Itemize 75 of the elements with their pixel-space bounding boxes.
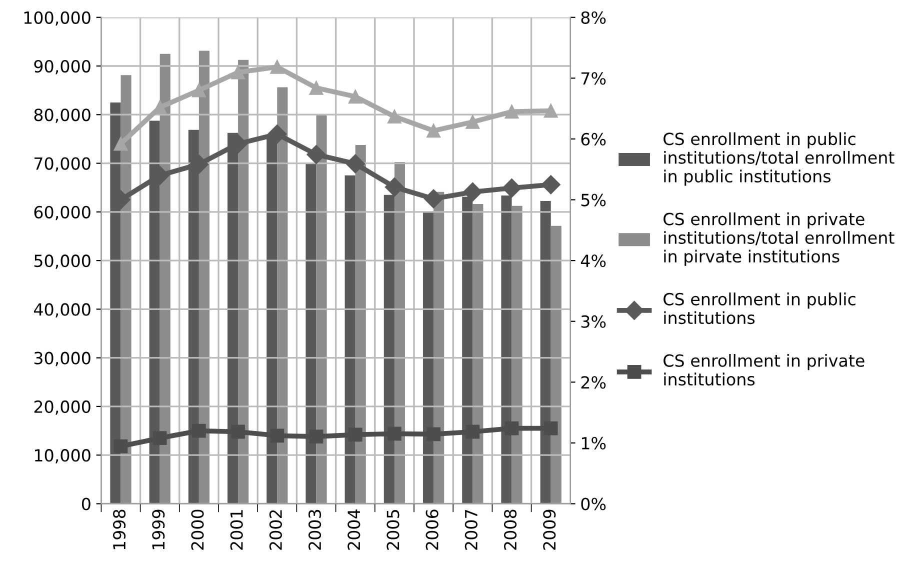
y-tick-label: 40,000: [34, 303, 90, 318]
point: [388, 110, 402, 124]
point: [192, 83, 206, 98]
x-tick-label: 2006: [426, 510, 438, 550]
y2-tick-label: 0%: [581, 498, 606, 510]
point: [270, 60, 284, 74]
y-tick-label: 100,000: [24, 11, 90, 26]
y-tick-label: 20,000: [34, 400, 90, 415]
point: [541, 175, 560, 194]
x-tick-label: 2005: [386, 510, 400, 550]
point: [463, 182, 482, 202]
legend-label: CS enrollment in private institutions: [664, 354, 864, 386]
point: [346, 154, 365, 174]
point: [426, 427, 440, 442]
y-tick-label: 70,000: [34, 157, 90, 172]
point: [384, 178, 404, 197]
y2-tick-label: 7%: [581, 72, 606, 85]
point: [152, 431, 167, 446]
y-tick-label: 60,000: [34, 206, 90, 220]
bar: [316, 114, 327, 504]
point: [544, 104, 558, 118]
point: [309, 430, 324, 444]
x-tick-label: 2002: [269, 510, 282, 550]
y-tick-label: 90,000: [34, 60, 90, 74]
point: [114, 136, 128, 151]
y2-tick-label: 2%: [581, 376, 606, 389]
y2-tick-label: 4%: [580, 254, 606, 268]
y2-tick-label: 1%: [582, 436, 606, 450]
y-tick-label: 80,000: [34, 108, 90, 123]
bar: [512, 206, 522, 504]
bar: [277, 87, 288, 504]
y-tick-label: 50,000: [34, 254, 90, 269]
x-tick-label: 2004: [348, 510, 360, 550]
x-tick-label: 1999: [152, 510, 165, 550]
x-tick-label: 1998: [112, 510, 126, 550]
bar: [394, 162, 406, 504]
point: [270, 428, 284, 443]
point: [504, 104, 519, 119]
point: [306, 144, 326, 164]
point: [544, 421, 558, 436]
x-tick-label: 2008: [504, 510, 517, 550]
point: [189, 154, 208, 174]
point: [192, 424, 206, 438]
x-tick-label: 2007: [464, 510, 478, 550]
legend-label: CS enrollment in public institutions: [664, 292, 856, 324]
y2-tick-label: 8%: [581, 11, 606, 24]
y2-tick-label: 5%: [581, 194, 606, 206]
point: [268, 124, 287, 144]
legend-label: CS enrollment in private institutions/total enrollment in pirvate institutions: [664, 212, 894, 266]
point: [309, 80, 324, 95]
bar: [355, 145, 366, 504]
point: [231, 424, 245, 439]
y2-tick-label: 3%: [581, 315, 606, 328]
y-tick-label: 30,000: [34, 352, 90, 366]
x-tick-label: 2001: [230, 510, 243, 550]
y2-tick-label: 6%: [581, 132, 606, 146]
x-tick-label: 2000: [191, 510, 204, 550]
point: [426, 124, 440, 138]
point: [114, 439, 128, 454]
point: [502, 178, 522, 198]
point: [466, 424, 480, 439]
point: [424, 189, 444, 208]
bar: [550, 226, 562, 504]
point: [504, 421, 519, 436]
point: [348, 90, 362, 104]
x-tick-label: 2009: [543, 510, 556, 550]
bar: [472, 204, 484, 504]
point: [388, 426, 402, 441]
point: [348, 428, 362, 442]
x-tick-label: 2003: [308, 510, 322, 550]
point: [466, 114, 480, 129]
y-tick-label: 10,000: [34, 449, 90, 464]
y-tick-label: 0: [82, 498, 90, 510]
legend-label: CS enrollment in public institutions/total enrollment in public institutions: [664, 132, 894, 186]
point: [231, 65, 245, 80]
